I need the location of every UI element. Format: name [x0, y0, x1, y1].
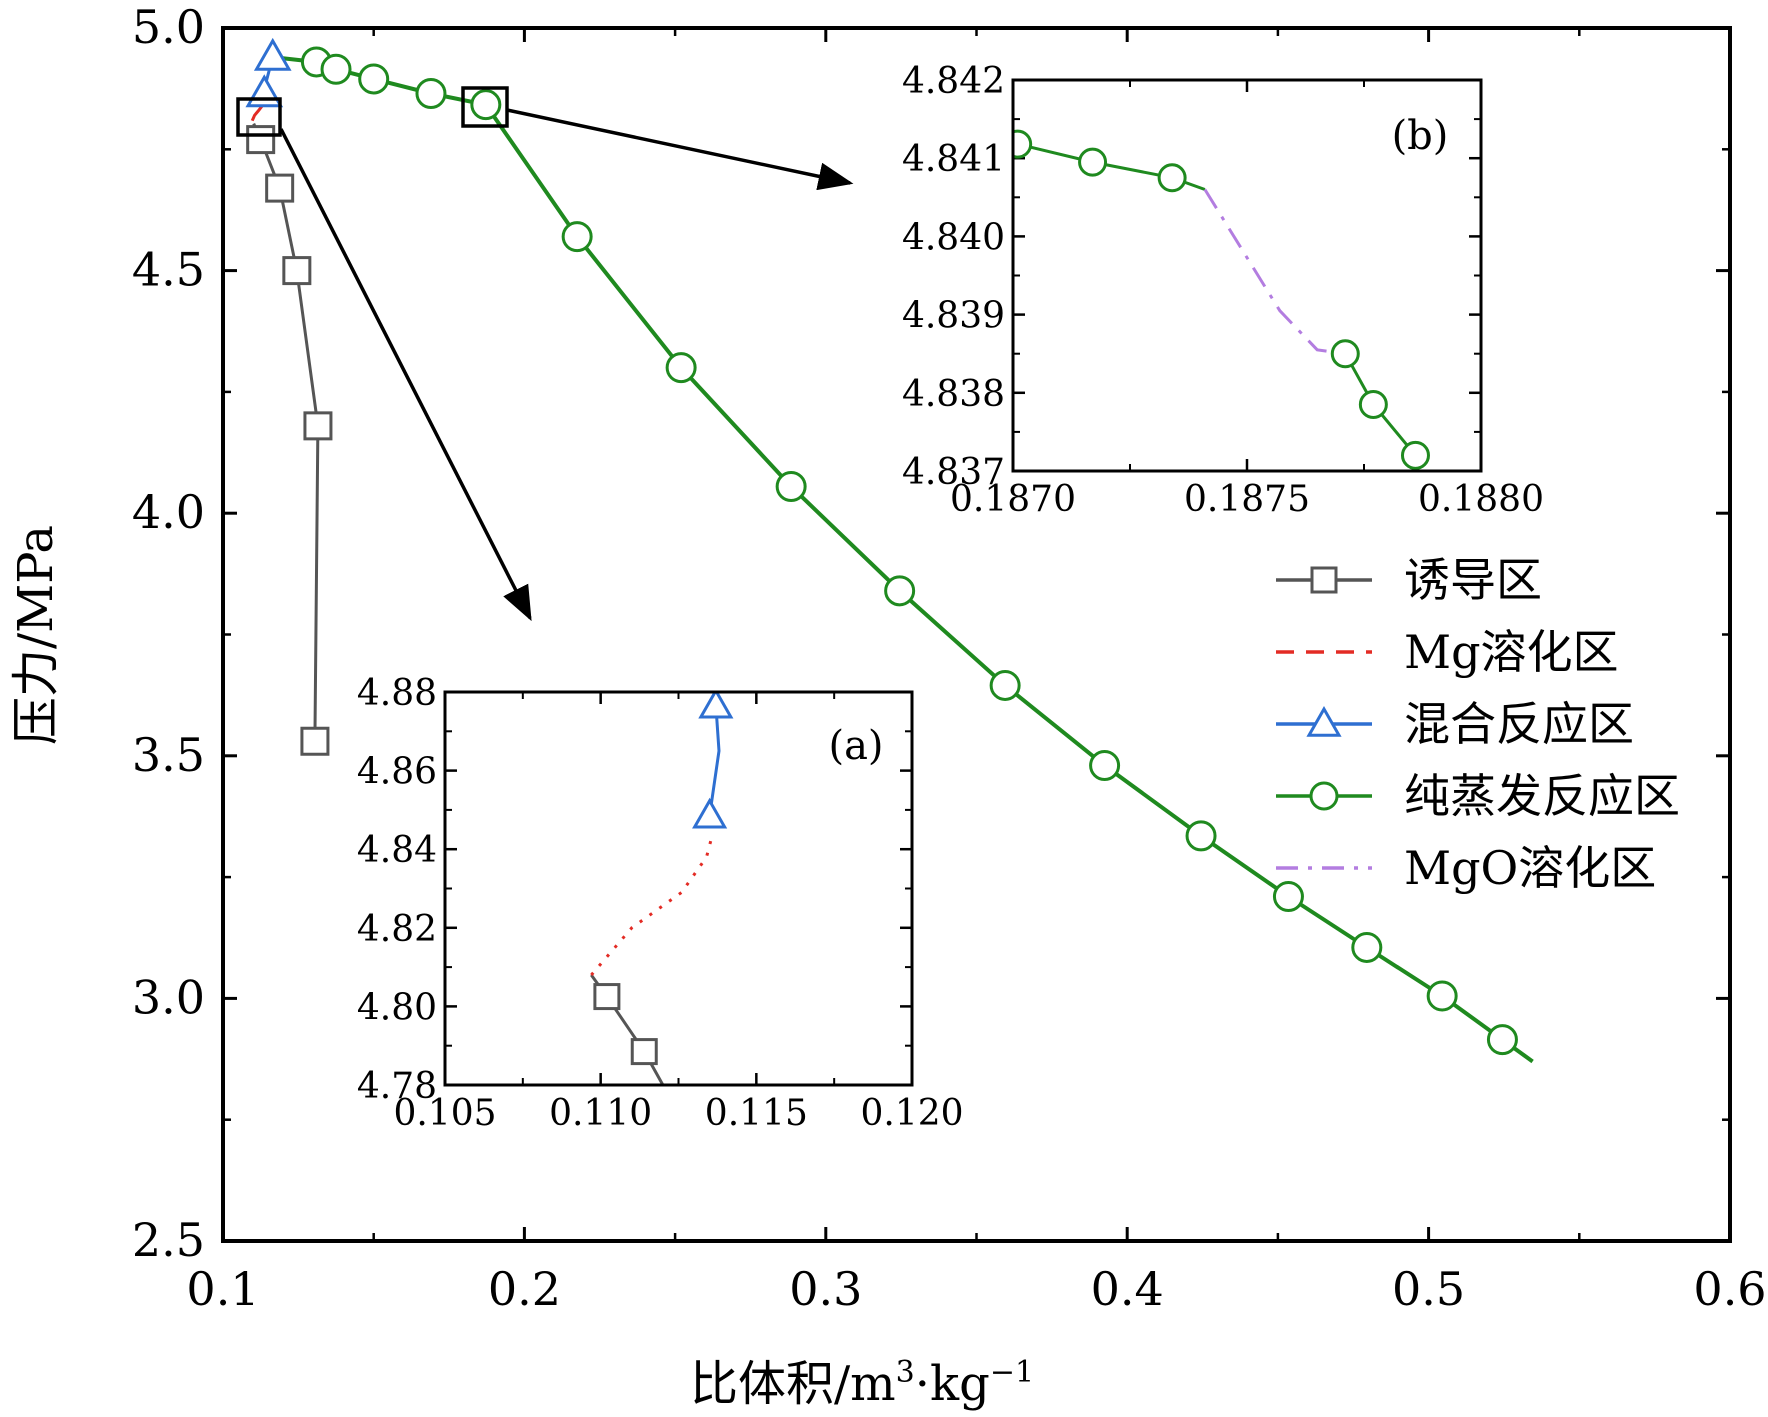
main-plot-frame [221, 26, 1732, 1243]
data-point-induction [300, 726, 330, 756]
x-tick-label: 0.1 [186, 1262, 259, 1316]
inset-a-frame [443, 690, 914, 1087]
data-point-induction [265, 173, 295, 203]
x-axis-label: 比体积/m3·kg−1 [690, 1355, 1034, 1412]
legend-label-mgo-melt: MgO溶化区 [1404, 841, 1656, 895]
data-point-induction [246, 125, 276, 155]
data-point-pure-evaporation [1185, 820, 1217, 852]
zoom-arrow-a [279, 128, 532, 622]
inset-x-tick-label: 0.1875 [1184, 479, 1310, 520]
inset-y-tick-label: 4.86 [357, 752, 437, 793]
legend-label-induction: 诱导区 [1404, 553, 1542, 607]
inset-b-point-pure-evaporation [1330, 339, 1360, 369]
x-tick-label: 0.2 [488, 1262, 561, 1316]
x-tick-label: 0.4 [1091, 1262, 1164, 1316]
inset-b-tick-labels: 0.1870 0.1875 0.1880 4.837 4.838 4.839 4.840 4.… [902, 61, 1544, 520]
legend-marker-mixed-reaction [1306, 705, 1342, 737]
inset-y-tick-label: 4.80 [357, 987, 437, 1028]
inset-b-frame [1011, 78, 1483, 473]
y-tick-label: 4.5 [132, 243, 205, 297]
inset-b-point-pure-evaporation [1358, 390, 1388, 420]
inset-y-tick-label: 4.840 [902, 217, 1005, 258]
y-tick-label: 3.5 [132, 728, 205, 782]
data-point-pure-evaporation [320, 53, 352, 85]
data-point-pure-evaporation [1486, 1024, 1518, 1056]
data-point-mixed-reaction [245, 74, 284, 108]
inset-y-tick-label: 4.84 [357, 830, 437, 871]
inset-a-point-mixed-reaction [692, 797, 728, 829]
legend-label-pure-evaporation: 纯蒸发反应区 [1404, 769, 1680, 823]
inset-x-tick-label: 0.1870 [950, 479, 1076, 520]
data-point-induction [303, 411, 333, 441]
y-tick-label: 3.0 [132, 970, 205, 1024]
inset-a-series [590, 692, 734, 1085]
zoom-arrow-b [506, 108, 854, 191]
y-tick-label: 5.0 [132, 0, 205, 54]
legend-label-mg-melt: Mg溶化区 [1404, 625, 1619, 679]
inset-b-background [1013, 80, 1481, 471]
data-point-pure-evaporation [1272, 881, 1304, 913]
data-point-pure-evaporation [665, 352, 697, 384]
inset-y-tick-label: 4.78 [357, 1066, 437, 1107]
inset-b-series [1013, 129, 1430, 470]
data-point-pure-evaporation [415, 78, 447, 110]
x-tick-label: 0.5 [1392, 1262, 1465, 1316]
inset-y-tick-label: 4.842 [902, 61, 1005, 102]
data-point-pure-evaporation [358, 63, 390, 95]
inset-b-point-pure-evaporation [1013, 129, 1033, 159]
inset-x-tick-label: 0.105 [393, 1093, 496, 1134]
inset-y-tick-label: 4.82 [357, 909, 437, 950]
legend-marker-induction [1310, 566, 1338, 594]
inset-b-line-pure-evaporation [1017, 142, 1206, 191]
inset-a-point-induction [593, 983, 621, 1011]
data-point-pure-evaporation [561, 221, 593, 253]
inset-b-point-pure-evaporation [1157, 163, 1187, 193]
x-tick-label: 0.3 [789, 1262, 862, 1316]
inset-x-tick-label: 0.115 [705, 1093, 808, 1134]
inset-y-tick-label: 4.837 [902, 452, 1005, 493]
inset-a-ticks [443, 690, 914, 1087]
inset-y-tick-label: 4.838 [902, 374, 1005, 415]
series-line-mg-melt [250, 102, 265, 122]
inset-a-point-mixed-reaction [698, 692, 734, 719]
inset-b-point-pure-evaporation [1400, 440, 1430, 470]
data-point-pure-evaporation [1426, 980, 1458, 1012]
inset-x-tick-label: 0.1880 [1418, 479, 1544, 520]
data-point-pure-evaporation [1351, 931, 1383, 963]
main-series-layer [245, 37, 1534, 1064]
inset-y-tick-label: 4.841 [902, 139, 1005, 180]
inset-a-line-mixed-reaction [708, 705, 721, 817]
main-tick-labels: 0.1 0.2 0.3 0.4 0.5 0.6 2.5 3.0 3.5 4.0 4.5 5.0 [132, 0, 1767, 1316]
inset-b-panel-label: (b) [1392, 113, 1449, 159]
data-point-pure-evaporation [989, 669, 1021, 701]
inset-a-background [445, 692, 912, 1085]
x-tick-label: 0.6 [1693, 1262, 1766, 1316]
inset-x-tick-label: 0.120 [860, 1093, 963, 1134]
data-point-mixed-reaction [253, 37, 292, 71]
inset-b-point-pure-evaporation [1078, 147, 1108, 177]
y-axis-label: 压力/MPa [8, 525, 64, 745]
data-point-pure-evaporation [775, 471, 807, 503]
legend-label-mixed-reaction: 混合反应区 [1404, 697, 1634, 751]
data-point-pure-evaporation [1089, 750, 1121, 782]
zoom-box-a [236, 97, 282, 137]
inset-a-panel-label: (a) [828, 723, 883, 769]
data-point-induction [282, 256, 312, 286]
inset-a-tick-labels: 0.105 0.110 0.115 0.120 4.78 4.80 4.82 4.84 4.86… [357, 673, 964, 1134]
y-tick-label: 2.5 [132, 1213, 205, 1267]
data-point-pure-evaporation [884, 575, 916, 607]
inset-y-tick-label: 4.88 [357, 673, 437, 714]
zoom-box-b [461, 86, 509, 128]
y-tick-label: 4.0 [132, 485, 205, 539]
data-point-pure-evaporation [470, 89, 502, 121]
inset-a-point-induction [630, 1038, 658, 1066]
inset-x-tick-label: 0.110 [549, 1093, 652, 1134]
inset-y-tick-label: 4.839 [902, 296, 1005, 337]
legend-marker-pure-evaporation [1309, 781, 1339, 811]
